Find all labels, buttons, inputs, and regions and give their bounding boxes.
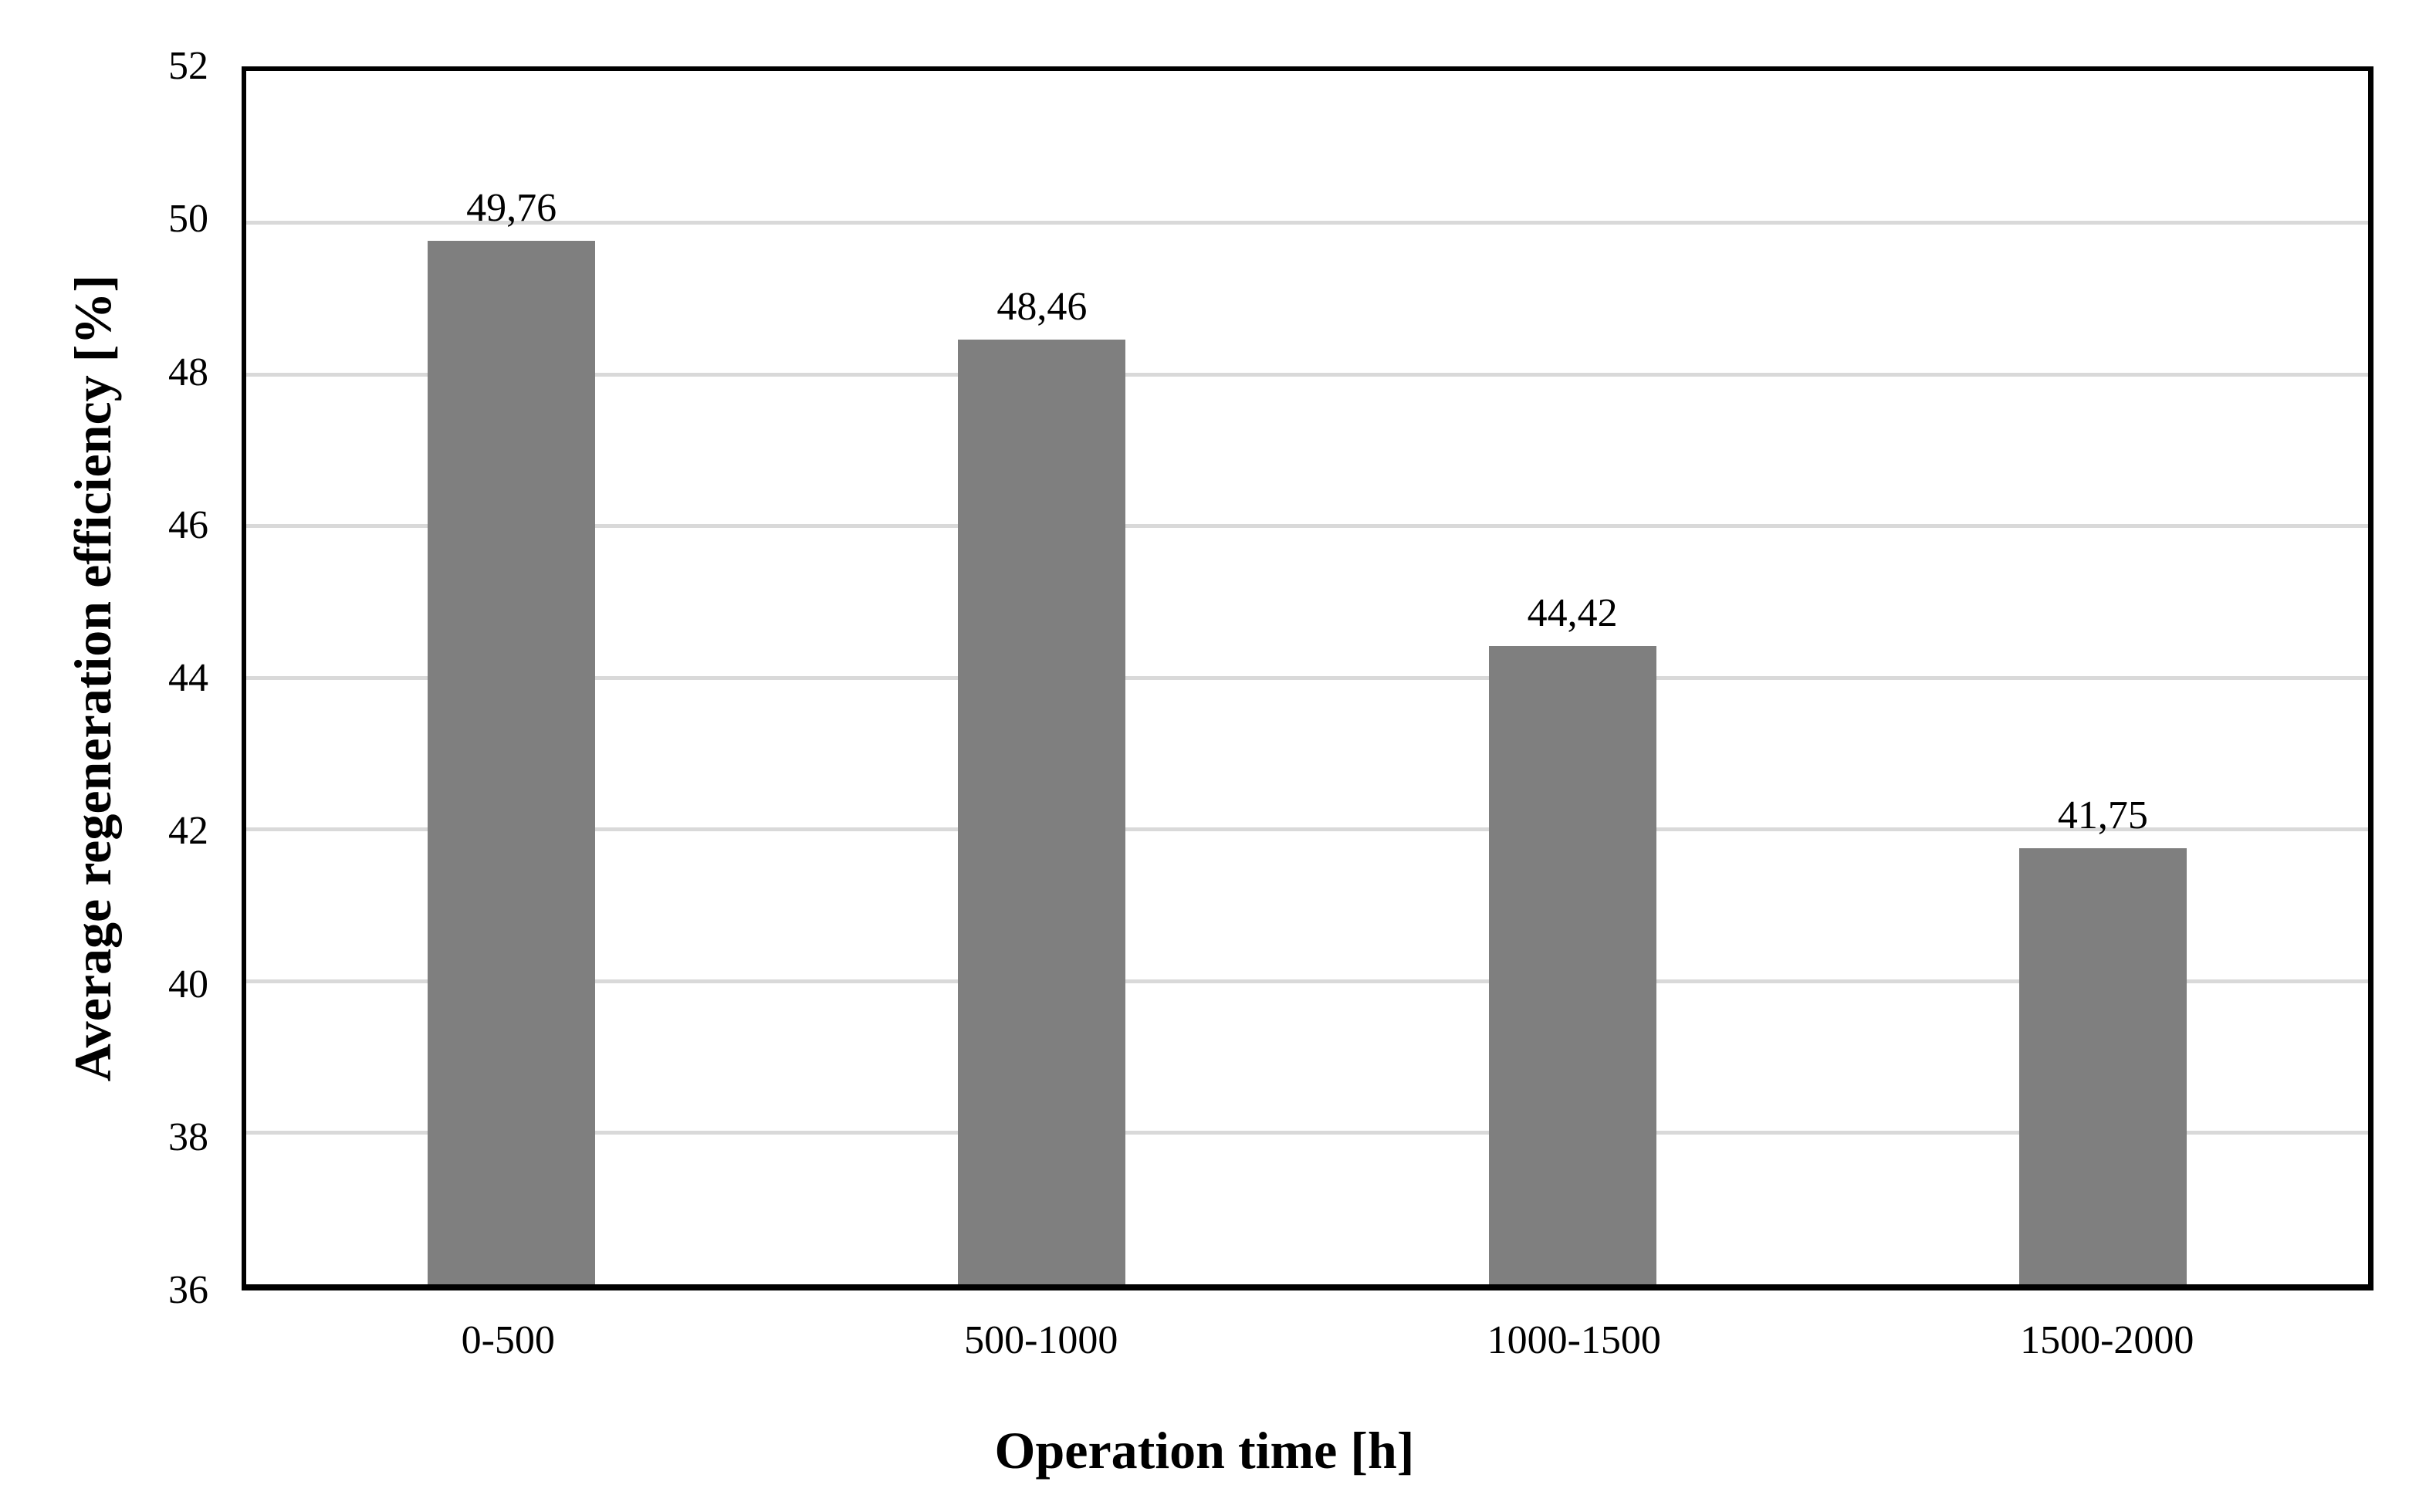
- bar-500-1000: [958, 339, 1126, 1284]
- bar-value-label-1000-1500: 44,42: [1527, 590, 1618, 635]
- gridline-y-46: [246, 524, 2368, 528]
- bar-value-label-500-1000: 48,46: [996, 284, 1088, 329]
- bar-value-label-0-500: 49,76: [466, 186, 557, 231]
- bar-0-500: [428, 241, 596, 1284]
- y-tick-label-40: 40: [168, 962, 208, 1006]
- x-axis-tick-labels: 0-500 500-1000 1000-1500 1500-2000: [242, 1318, 2373, 1368]
- x-axis-title: Operation time [h]: [994, 1421, 1415, 1480]
- gridline-y-42: [246, 827, 2368, 831]
- y-axis-tick-labels: 36 38 40 42 44 46 48 50 52: [0, 44, 208, 1312]
- gridline-y-48: [246, 372, 2368, 377]
- x-tick-label-0-500: 0-500: [461, 1318, 555, 1362]
- bar-1000-1500: [1488, 645, 1656, 1284]
- y-tick-label-44: 44: [168, 656, 208, 700]
- gridline-y-44: [246, 675, 2368, 680]
- bar-value-label-1500-2000: 41,75: [2057, 793, 2148, 838]
- y-tick-label-52: 52: [168, 44, 208, 88]
- y-tick-label-50: 50: [168, 197, 208, 242]
- y-tick-label-48: 48: [168, 350, 208, 394]
- x-tick-label-1000-1500: 1000-1500: [1487, 1318, 1661, 1362]
- plot-area: 49,76 48,46 44,42 41,75: [242, 66, 2373, 1290]
- y-tick-label-46: 46: [168, 502, 208, 547]
- gridline-y-38: [246, 1131, 2368, 1135]
- y-tick-label-38: 38: [168, 1115, 208, 1159]
- y-tick-label-36: 36: [168, 1268, 208, 1312]
- gridline-y-40: [246, 979, 2368, 983]
- x-tick-label-1500-2000: 1500-2000: [2020, 1318, 2194, 1362]
- bar-1500-2000: [2018, 848, 2187, 1284]
- y-tick-label-42: 42: [168, 809, 208, 854]
- x-tick-label-500-1000: 500-1000: [964, 1318, 1118, 1362]
- gridline-y-50: [246, 221, 2368, 225]
